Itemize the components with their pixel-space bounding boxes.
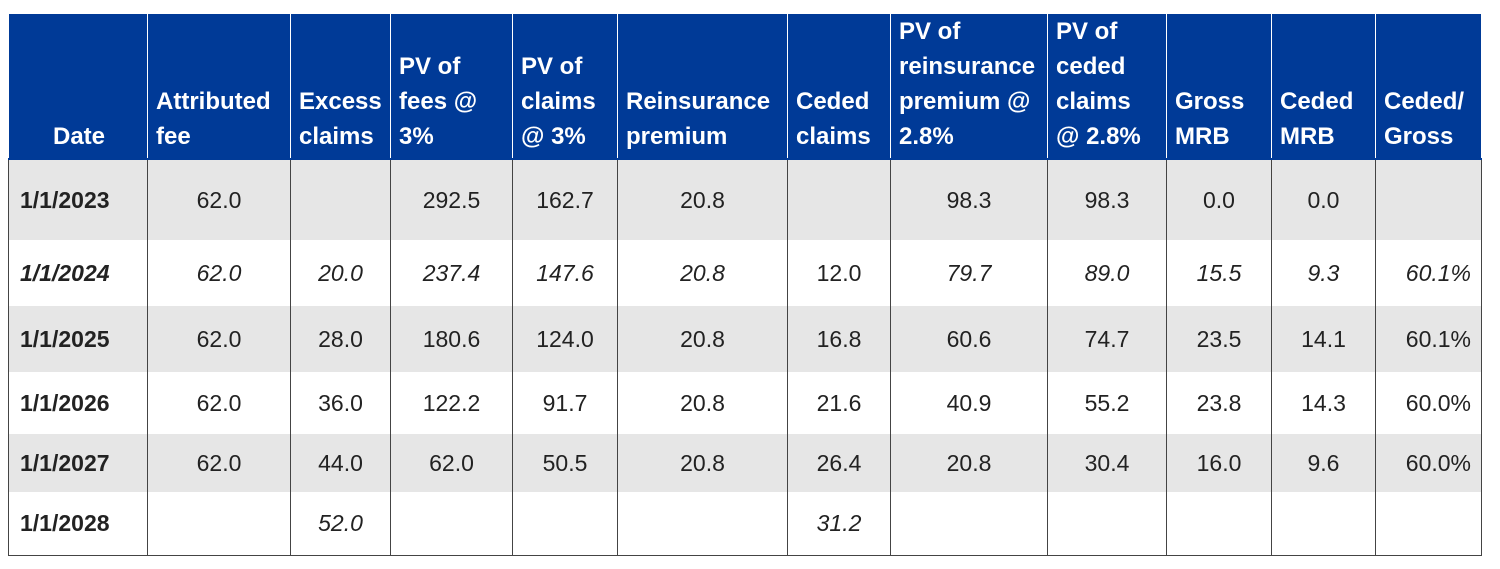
cell-ceded-gross: 60.1% [1375, 240, 1482, 306]
cell-ceded-gross: 60.1% [1375, 306, 1482, 372]
cell-attributed-fee: 62.0 [147, 240, 291, 306]
header-row: Date Attributed fee Excess claims PV of … [8, 14, 1482, 160]
cell-pv-ceded-claims [1047, 492, 1167, 556]
header-ceded-gross: Ceded/ Gross [1375, 14, 1482, 160]
mrb-reinsurance-table: Date Attributed fee Excess claims PV of … [8, 14, 1482, 556]
cell-pv-claims: 147.6 [512, 240, 618, 306]
cell-attributed-fee [147, 492, 291, 556]
cell-attributed-fee: 62.0 [147, 306, 291, 372]
cell-ceded-claims: 26.4 [787, 434, 891, 492]
cell-reinsurance-premium: 20.8 [617, 240, 788, 306]
cell-ceded-mrb [1271, 492, 1376, 556]
cell-pv-reinsurance-premium: 20.8 [890, 434, 1048, 492]
cell-ceded-claims: 31.2 [787, 492, 891, 556]
cell-attributed-fee: 62.0 [147, 159, 291, 240]
cell-pv-reinsurance-premium: 79.7 [890, 240, 1048, 306]
cell-pv-fees: 180.6 [390, 306, 513, 372]
cell-ceded-mrb: 14.1 [1271, 306, 1376, 372]
cell-pv-fees: 292.5 [390, 159, 513, 240]
cell-reinsurance-premium: 20.8 [617, 306, 788, 372]
cell-pv-claims: 124.0 [512, 306, 618, 372]
cell-gross-mrb: 23.8 [1166, 372, 1272, 434]
cell-pv-fees [390, 492, 513, 556]
cell-pv-claims: 91.7 [512, 372, 618, 434]
cell-ceded-mrb: 9.3 [1271, 240, 1376, 306]
cell-pv-ceded-claims: 55.2 [1047, 372, 1167, 434]
cell-pv-ceded-claims: 89.0 [1047, 240, 1167, 306]
cell-attributed-fee: 62.0 [147, 372, 291, 434]
cell-pv-reinsurance-premium: 60.6 [890, 306, 1048, 372]
cell-pv-ceded-claims: 74.7 [1047, 306, 1167, 372]
table-row: 1/1/2025 62.0 28.0 180.6 124.0 20.8 16.8… [8, 306, 1482, 372]
cell-ceded-gross [1375, 159, 1482, 240]
cell-gross-mrb [1166, 492, 1272, 556]
cell-ceded-claims: 21.6 [787, 372, 891, 434]
cell-ceded-claims: 12.0 [787, 240, 891, 306]
cell-ceded-gross: 60.0% [1375, 372, 1482, 434]
cell-pv-fees: 122.2 [390, 372, 513, 434]
cell-gross-mrb: 0.0 [1166, 159, 1272, 240]
header-reinsurance-premium: Reinsurance premium [617, 14, 788, 160]
cell-excess-claims: 52.0 [290, 492, 391, 556]
cell-pv-reinsurance-premium [890, 492, 1048, 556]
cell-date: 1/1/2026 [8, 372, 148, 434]
header-ceded-mrb: Ceded MRB [1271, 14, 1376, 160]
header-pv-ceded-claims: PV of ceded claims @ 2.8% [1047, 14, 1167, 160]
cell-pv-fees: 237.4 [390, 240, 513, 306]
cell-reinsurance-premium: 20.8 [617, 372, 788, 434]
cell-pv-fees: 62.0 [390, 434, 513, 492]
table-row: 1/1/2026 62.0 36.0 122.2 91.7 20.8 21.6 … [8, 372, 1482, 434]
cell-ceded-claims [787, 159, 891, 240]
cell-ceded-gross: 60.0% [1375, 434, 1482, 492]
header-pv-reinsurance-premium: PV of reinsurance premium @ 2.8% [890, 14, 1048, 160]
cell-excess-claims: 36.0 [290, 372, 391, 434]
table-row: 1/1/2027 62.0 44.0 62.0 50.5 20.8 26.4 2… [8, 434, 1482, 492]
cell-excess-claims [290, 159, 391, 240]
cell-gross-mrb: 15.5 [1166, 240, 1272, 306]
cell-pv-ceded-claims: 30.4 [1047, 434, 1167, 492]
cell-pv-claims: 162.7 [512, 159, 618, 240]
header-excess-claims: Excess claims [290, 14, 391, 160]
table-row: 1/1/2028 52.0 31.2 [8, 492, 1482, 556]
cell-excess-claims: 20.0 [290, 240, 391, 306]
header-gross-mrb: Gross MRB [1166, 14, 1272, 160]
cell-date: 1/1/2027 [8, 434, 148, 492]
cell-gross-mrb: 16.0 [1166, 434, 1272, 492]
cell-excess-claims: 28.0 [290, 306, 391, 372]
cell-date: 1/1/2023 [8, 159, 148, 240]
cell-pv-ceded-claims: 98.3 [1047, 159, 1167, 240]
header-attributed-fee: Attributed fee [147, 14, 291, 160]
cell-gross-mrb: 23.5 [1166, 306, 1272, 372]
cell-ceded-mrb: 0.0 [1271, 159, 1376, 240]
header-pv-claims: PV of claims @ 3% [512, 14, 618, 160]
cell-date: 1/1/2025 [8, 306, 148, 372]
cell-reinsurance-premium [617, 492, 788, 556]
cell-excess-claims: 44.0 [290, 434, 391, 492]
table-row: 1/1/2023 62.0 292.5 162.7 20.8 98.3 98.3… [8, 159, 1482, 240]
header-date: Date [8, 14, 148, 160]
header-ceded-claims: Ceded claims [787, 14, 891, 160]
cell-ceded-mrb: 14.3 [1271, 372, 1376, 434]
cell-ceded-gross [1375, 492, 1482, 556]
table-row: 1/1/2024 62.0 20.0 237.4 147.6 20.8 12.0… [8, 240, 1482, 306]
header-pv-fees: PV of fees @ 3% [390, 14, 513, 160]
cell-ceded-mrb: 9.6 [1271, 434, 1376, 492]
cell-pv-claims: 50.5 [512, 434, 618, 492]
cell-attributed-fee: 62.0 [147, 434, 291, 492]
cell-pv-reinsurance-premium: 40.9 [890, 372, 1048, 434]
cell-reinsurance-premium: 20.8 [617, 159, 788, 240]
cell-pv-reinsurance-premium: 98.3 [890, 159, 1048, 240]
cell-date: 1/1/2024 [8, 240, 148, 306]
cell-date: 1/1/2028 [8, 492, 148, 556]
cell-pv-claims [512, 492, 618, 556]
cell-ceded-claims: 16.8 [787, 306, 891, 372]
cell-reinsurance-premium: 20.8 [617, 434, 788, 492]
